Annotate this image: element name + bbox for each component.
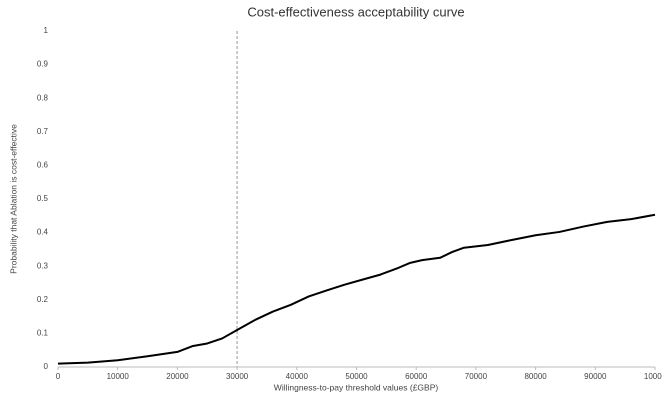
x-tick-label: 70000: [465, 372, 488, 381]
x-tick-label: 10000: [644, 372, 662, 381]
x-tick-label: 60000: [405, 372, 428, 381]
y-axis-label: Probability that Ablation is cost-effect…: [8, 124, 18, 274]
y-tick-label: 0.9: [37, 60, 49, 69]
y-tick-label: 0.6: [37, 161, 49, 170]
y-tick-label: 0.7: [37, 127, 49, 136]
y-tick-label: 0.4: [37, 228, 49, 237]
x-tick-label: 90000: [584, 372, 607, 381]
chart-title: Cost-effectiveness acceptability curve: [247, 4, 464, 19]
y-tick-label: 0.3: [37, 261, 49, 270]
x-tick-label: 50000: [345, 372, 368, 381]
x-tick-label: 80000: [524, 372, 547, 381]
x-axis-label: Willingness-to-pay threshold values (£GB…: [274, 382, 439, 392]
y-tick-label: 0.2: [37, 295, 49, 304]
y-tick-label: 1: [44, 26, 49, 35]
x-tick-label: 40000: [286, 372, 309, 381]
x-tick-label: 30000: [226, 372, 249, 381]
y-tick-label: 0.1: [37, 329, 49, 338]
y-tick-label: 0.5: [37, 194, 49, 203]
line: [57, 213, 656, 365]
y-tick-label: 0.8: [37, 93, 49, 102]
y-tick-label: 0: [44, 362, 49, 371]
x-tick-label: 20000: [166, 372, 189, 381]
x-tick-label: 0: [56, 372, 61, 381]
x-tick-label: 10000: [107, 372, 130, 381]
